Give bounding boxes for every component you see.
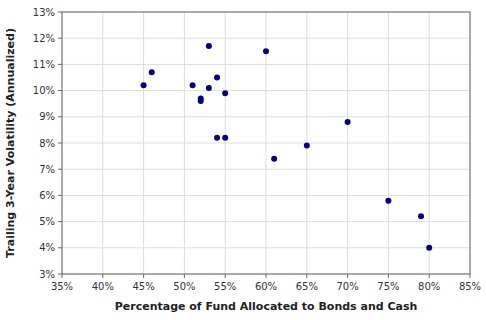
y-grid-line [62, 64, 470, 65]
x-tick-label: 75% [377, 281, 399, 292]
x-tick [470, 274, 471, 278]
scatter-point [263, 48, 269, 54]
y-tick [58, 64, 62, 65]
scatter-point [206, 43, 212, 49]
y-grid-line [62, 90, 470, 91]
scatter-point [304, 143, 310, 149]
plot-frame [62, 12, 470, 274]
scatter-point [141, 82, 147, 88]
x-axis: 35% 40% 45% 50% 55% 60% 65% 70% 75% 80% 85% [51, 274, 481, 292]
scatter-point [214, 75, 220, 81]
scatter-point [214, 135, 220, 141]
x-tick-label: 55% [214, 281, 236, 292]
scatter-point [222, 135, 228, 141]
y-tick-label: 11% [33, 59, 55, 70]
y-grid-line [62, 169, 470, 170]
x-tick [347, 274, 348, 278]
y-tick [58, 143, 62, 144]
x-tick [225, 274, 226, 278]
y-grid-line [62, 116, 470, 117]
y-grid-line [62, 38, 470, 39]
y-tick [58, 116, 62, 117]
scatter-point [198, 95, 204, 101]
x-tick [429, 274, 430, 278]
x-tick [143, 274, 144, 278]
x-tick-label: 85% [459, 281, 481, 292]
y-tick-label: 13% [33, 7, 55, 18]
x-tick [184, 274, 185, 278]
scatter-point [345, 119, 351, 125]
y-grid-line [62, 247, 470, 248]
y-tick [58, 38, 62, 39]
scatter-point [271, 156, 277, 162]
y-grid-line [62, 221, 470, 222]
chart-svg: 35% 40% 45% 50% 55% 60% 65% 70% 75% 80% 85% 3% 4% 5% 6… [0, 0, 486, 320]
y-tick [58, 90, 62, 91]
y-tick-label: 9% [39, 111, 55, 122]
x-tick-label: 70% [336, 281, 358, 292]
y-tick [58, 274, 62, 275]
scatter-point [206, 85, 212, 91]
scatter-point [426, 245, 432, 251]
y-tick-label: 8% [39, 138, 55, 149]
x-axis-label: Percentage of Fund Allocated to Bonds an… [115, 300, 418, 313]
y-tick [58, 12, 62, 13]
y-tick [58, 247, 62, 248]
scatter-point [190, 82, 196, 88]
x-tick-label: 40% [92, 281, 114, 292]
y-tick [58, 195, 62, 196]
y-tick-label: 7% [39, 164, 55, 175]
y-tick [58, 169, 62, 170]
y-tick-label: 3% [39, 269, 55, 280]
y-axis: 3% 4% 5% 6% 7% 8% 9% 10% 11% 12% 13% [33, 7, 62, 280]
x-tick [266, 274, 267, 278]
x-tick-label: 60% [255, 281, 277, 292]
y-tick-label: 5% [39, 216, 55, 227]
x-tick-label: 65% [296, 281, 318, 292]
scatter-point [149, 69, 155, 75]
x-tick-label: 35% [51, 281, 73, 292]
scatter-point [418, 213, 424, 219]
chart-container: 35% 40% 45% 50% 55% 60% 65% 70% 75% 80% 85% 3% 4% 5% 6… [0, 0, 486, 320]
x-tick [62, 274, 63, 278]
grid [62, 12, 470, 274]
x-tick [388, 274, 389, 278]
y-tick-label: 10% [33, 85, 55, 96]
scatter-point [222, 90, 228, 96]
x-tick-label: 80% [418, 281, 440, 292]
y-grid-line [62, 195, 470, 196]
x-tick-label: 45% [132, 281, 154, 292]
y-tick-label: 6% [39, 190, 55, 201]
y-tick-label: 12% [33, 33, 55, 44]
y-grid-line [62, 143, 470, 144]
y-tick-label: 4% [39, 242, 55, 253]
y-axis-label: Trailing 3-Year Volatility (Annualized) [4, 28, 17, 258]
x-tick [306, 274, 307, 278]
y-tick [58, 221, 62, 222]
scatter-point [385, 198, 391, 204]
x-tick [102, 274, 103, 278]
points [141, 43, 433, 251]
plot-background [62, 12, 470, 274]
x-tick-label: 50% [173, 281, 195, 292]
